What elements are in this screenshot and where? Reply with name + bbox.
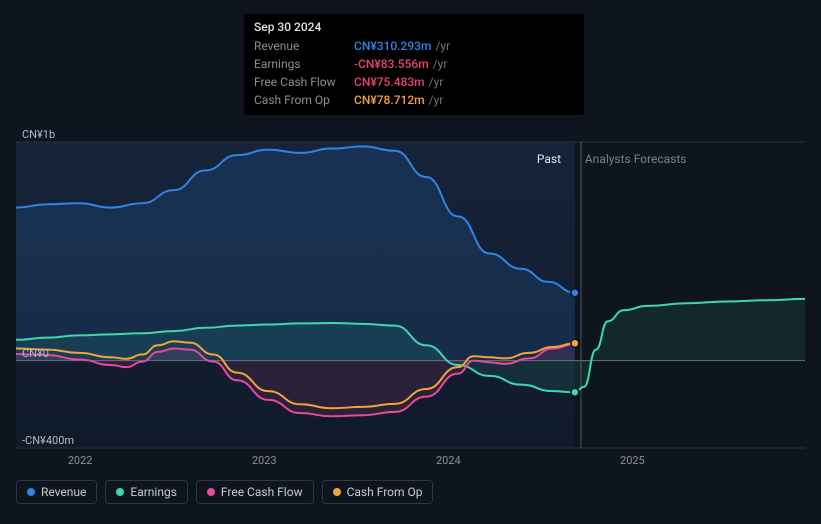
x-axis-label: 2025 (620, 454, 645, 467)
y-axis-label: CN¥1b (22, 128, 55, 141)
legend-label: Revenue (41, 485, 86, 499)
legend-label: Cash From Op (347, 485, 423, 499)
legend-item[interactable]: Earnings (105, 480, 188, 504)
x-axis-label: 2022 (68, 454, 93, 467)
tooltip-unit: /yr (429, 75, 444, 89)
chart-tooltip: Sep 30 2024 RevenueCN¥310.293m/yrEarning… (244, 14, 584, 115)
legend-dot-icon (207, 488, 215, 496)
legend-item[interactable]: Cash From Op (322, 480, 434, 504)
tooltip-value: CN¥78.712m (354, 93, 425, 107)
tooltip-row: Cash From OpCN¥78.712m/yr (254, 91, 574, 109)
legend-item[interactable]: Free Cash Flow (196, 480, 314, 504)
tooltip-row: Free Cash FlowCN¥75.483m/yr (254, 73, 574, 91)
y-axis-label: -CN¥400m (22, 434, 74, 447)
chart-legend: Revenue Earnings Free Cash Flow Cash From O… (16, 480, 433, 504)
tooltip-row: Earnings-CN¥83.556m/yr (254, 55, 574, 73)
tooltip-unit: /yr (435, 39, 450, 53)
y-axis-label: CN¥0 (22, 347, 49, 360)
tooltip-label: Earnings (254, 57, 354, 71)
tooltip-label: Revenue (254, 39, 354, 53)
tooltip-unit: /yr (429, 93, 444, 107)
legend-dot-icon (27, 488, 35, 496)
tooltip-date: Sep 30 2024 (254, 20, 574, 34)
legend-dot-icon (333, 488, 341, 496)
x-axis-label: 2024 (436, 454, 461, 467)
legend-dot-icon (116, 488, 124, 496)
legend-label: Earnings (130, 485, 177, 499)
line-chart (16, 120, 805, 500)
legend-label: Free Cash Flow (221, 485, 303, 499)
tooltip-value: -CN¥83.556m (354, 57, 429, 71)
tooltip-label: Cash From Op (254, 93, 354, 107)
period-label-forecast: Analysts Forecasts (585, 152, 687, 166)
tooltip-label: Free Cash Flow (254, 75, 354, 89)
chart-area: Past Analysts Forecasts CN¥1b CN¥0 -CN¥400… (16, 120, 805, 512)
tooltip-row: RevenueCN¥310.293m/yr (254, 37, 574, 55)
tooltip-unit: /yr (433, 57, 448, 71)
tooltip-value: CN¥75.483m (354, 75, 425, 89)
x-axis-label: 2023 (252, 454, 277, 467)
period-label-past: Past (537, 152, 561, 166)
legend-item[interactable]: Revenue (16, 480, 97, 504)
tooltip-value: CN¥310.293m (354, 39, 431, 53)
